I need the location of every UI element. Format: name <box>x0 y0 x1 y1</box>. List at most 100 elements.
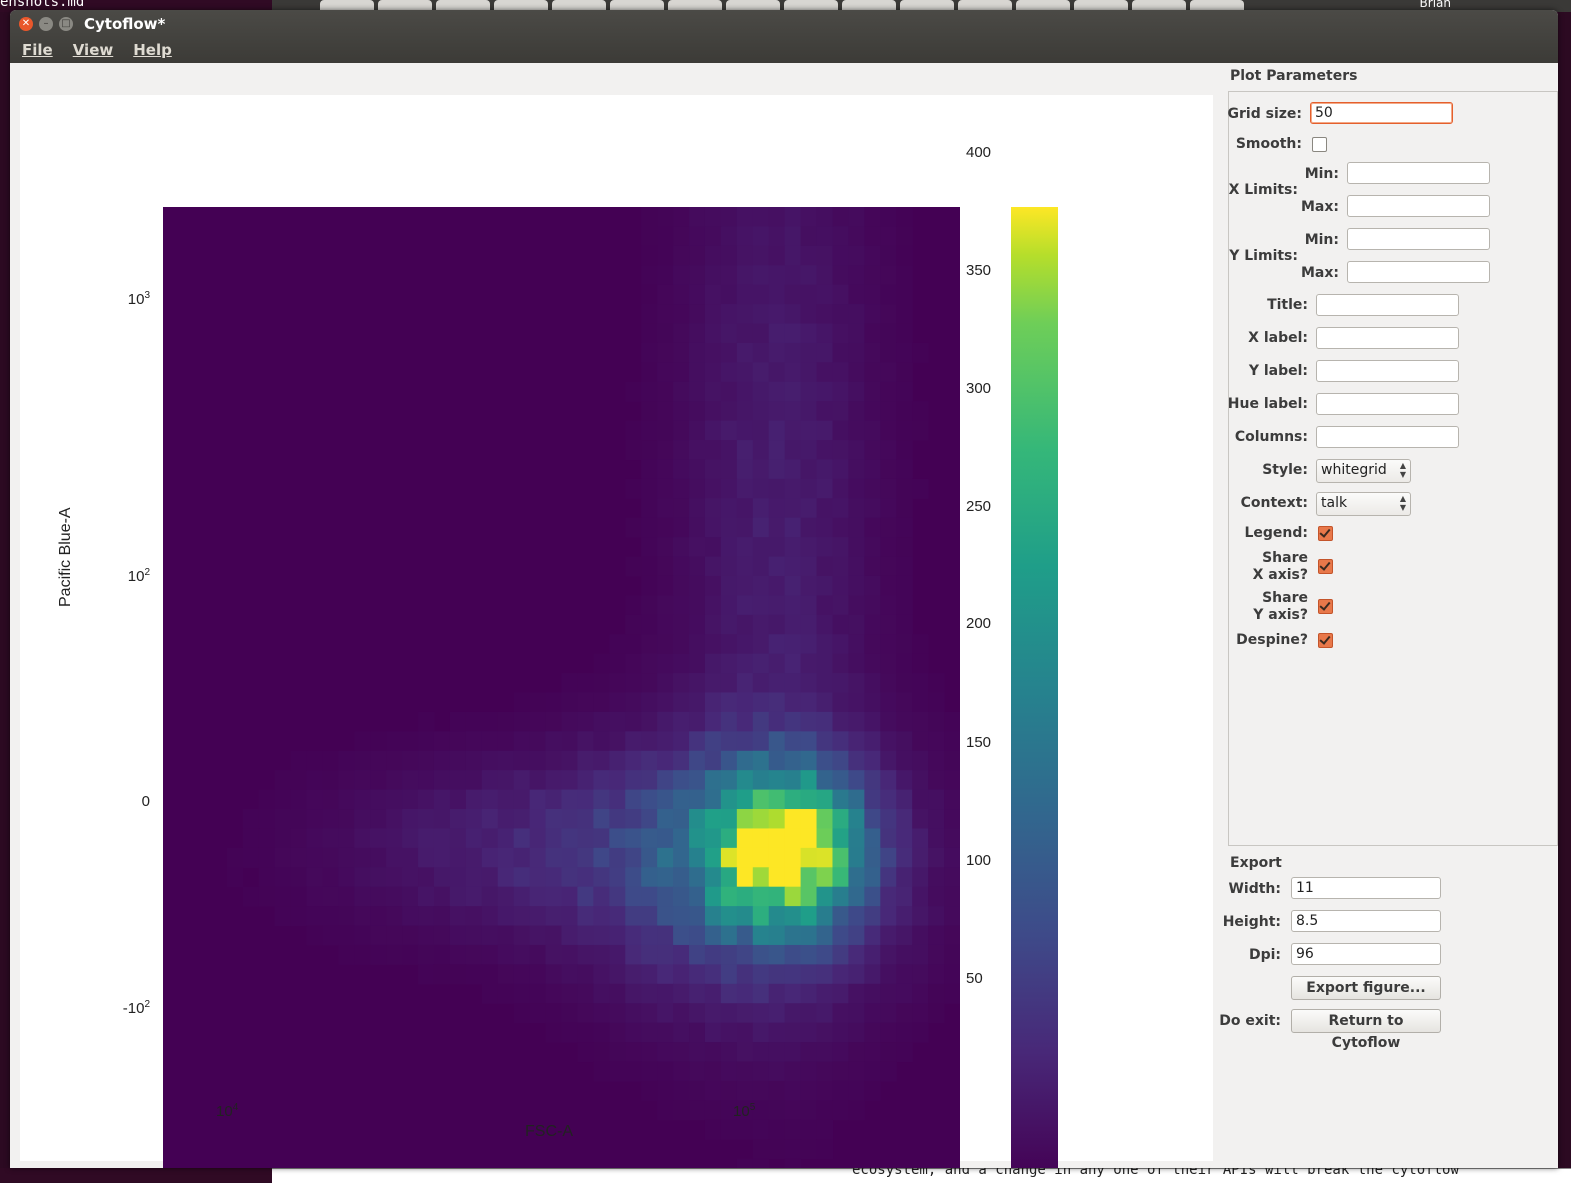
heatmap-cell <box>625 1022 642 1043</box>
heatmap-cell <box>912 731 929 752</box>
menu-help[interactable]: Help <box>133 41 172 59</box>
heatmap-cell <box>736 711 754 732</box>
heatmap-cell <box>752 265 770 286</box>
heatmap-cell <box>800 478 818 499</box>
share-x-checkbox[interactable] <box>1318 559 1333 574</box>
heatmap-cell <box>354 925 371 946</box>
smooth-checkbox[interactable] <box>1312 137 1327 152</box>
heatmap-cell <box>226 847 244 868</box>
heatmap-cell <box>768 1003 786 1024</box>
height-input[interactable] <box>1291 910 1441 932</box>
columns-input[interactable] <box>1316 426 1459 448</box>
browser-tab[interactable] <box>900 0 954 12</box>
heatmap-cell <box>577 789 594 810</box>
browser-tab[interactable] <box>668 0 722 12</box>
heatmap-cell <box>689 867 706 888</box>
heatmap-cell <box>354 847 371 868</box>
width-input[interactable] <box>1291 877 1441 899</box>
export-figure-button[interactable]: Export figure... <box>1291 976 1441 1000</box>
style-select[interactable]: whitegrid ▲ ▼ <box>1316 459 1411 483</box>
browser-tab[interactable] <box>1190 0 1244 12</box>
browser-tab[interactable] <box>320 0 374 12</box>
heatmap-cell <box>641 459 658 480</box>
y-min-input[interactable] <box>1347 228 1490 250</box>
heatmap-cell <box>338 925 355 946</box>
heatmap-cell <box>689 517 706 538</box>
heatmap-cell <box>864 750 881 771</box>
x-tick: 105 <box>733 1102 756 1120</box>
heatmap-cell <box>386 847 403 868</box>
heatmap-cell <box>816 673 834 694</box>
heatmap-cell <box>816 867 834 888</box>
heatmap-cell <box>418 770 435 791</box>
dpi-input[interactable] <box>1291 943 1441 965</box>
menu-view[interactable]: View <box>72 41 114 59</box>
legend-checkbox[interactable] <box>1318 526 1333 541</box>
share-y-checkbox[interactable] <box>1318 599 1333 614</box>
browser-tab[interactable] <box>842 0 896 12</box>
browser-tab[interactable] <box>1132 0 1186 12</box>
browser-tab[interactable] <box>1016 0 1070 12</box>
return-to-cytoflow-button[interactable]: Return to Cytoflow <box>1291 1009 1441 1051</box>
heatmap-cell <box>832 847 850 868</box>
heatmap-cell <box>928 692 945 713</box>
heatmap-cell <box>800 207 818 228</box>
title-input[interactable] <box>1316 294 1459 316</box>
heatmap-cell <box>370 886 387 907</box>
close-icon[interactable]: ✕ <box>19 17 33 31</box>
y-label-input[interactable] <box>1316 360 1459 382</box>
heatmap-cell <box>736 1158 754 1168</box>
heatmap-cell <box>481 983 499 1004</box>
browser-tab[interactable] <box>784 0 838 12</box>
heatmap-cell <box>497 770 515 791</box>
heatmap-cell <box>768 789 786 810</box>
x-label-input[interactable] <box>1316 327 1459 349</box>
heatmap-cell <box>338 828 355 849</box>
heatmap-cell <box>274 867 292 888</box>
heatmap-cell <box>736 1003 754 1024</box>
browser-user-label: Brian <box>1419 0 1451 10</box>
heatmap-cell <box>306 906 323 927</box>
heatmap-cell <box>609 828 626 849</box>
x-min-input[interactable] <box>1347 162 1490 184</box>
minimize-icon[interactable]: – <box>39 17 53 31</box>
heatmap-cell <box>609 634 626 655</box>
grid-size-input[interactable] <box>1310 102 1453 124</box>
heatmap-cell <box>752 401 770 422</box>
hue-label-input[interactable] <box>1316 393 1459 415</box>
browser-tab[interactable] <box>436 0 490 12</box>
browser-tab[interactable] <box>610 0 664 12</box>
browser-tab[interactable] <box>958 0 1012 12</box>
browser-tab[interactable] <box>552 0 606 12</box>
heatmap-cell <box>657 459 674 480</box>
heatmap-cell <box>784 265 802 286</box>
browser-tab[interactable] <box>494 0 548 12</box>
heatmap-cell <box>832 245 850 266</box>
browser-tab[interactable] <box>726 0 780 12</box>
heatmap-cell <box>673 1061 690 1082</box>
heatmap-cell <box>720 944 738 965</box>
heatmap-cell <box>704 1003 722 1024</box>
heatmap-cell <box>800 342 818 363</box>
browser-tab[interactable] <box>1074 0 1128 12</box>
heatmap-cell <box>832 420 850 441</box>
heatmap-cell <box>593 809 610 830</box>
heatmap-cell <box>593 750 610 771</box>
context-select[interactable]: talk ▲ ▼ <box>1316 492 1411 516</box>
y-max-input[interactable] <box>1347 261 1490 283</box>
heatmap-cell <box>880 886 897 907</box>
heatmap-cell <box>609 673 626 694</box>
x-max-input[interactable] <box>1347 195 1490 217</box>
despine-checkbox[interactable] <box>1318 633 1333 648</box>
heatmap-cell <box>800 944 818 965</box>
maximize-icon[interactable]: □ <box>59 17 73 31</box>
heatmap-cell <box>641 886 658 907</box>
heatmap-cell <box>816 809 834 830</box>
heatmap-cell <box>720 517 738 538</box>
heatmap-cell <box>848 634 865 655</box>
browser-tab[interactable] <box>378 0 432 12</box>
heatmap-cell <box>704 226 722 247</box>
heatmap-cell <box>577 1022 594 1043</box>
heatmap-cell <box>465 867 483 888</box>
menu-file[interactable]: File <box>22 41 53 59</box>
